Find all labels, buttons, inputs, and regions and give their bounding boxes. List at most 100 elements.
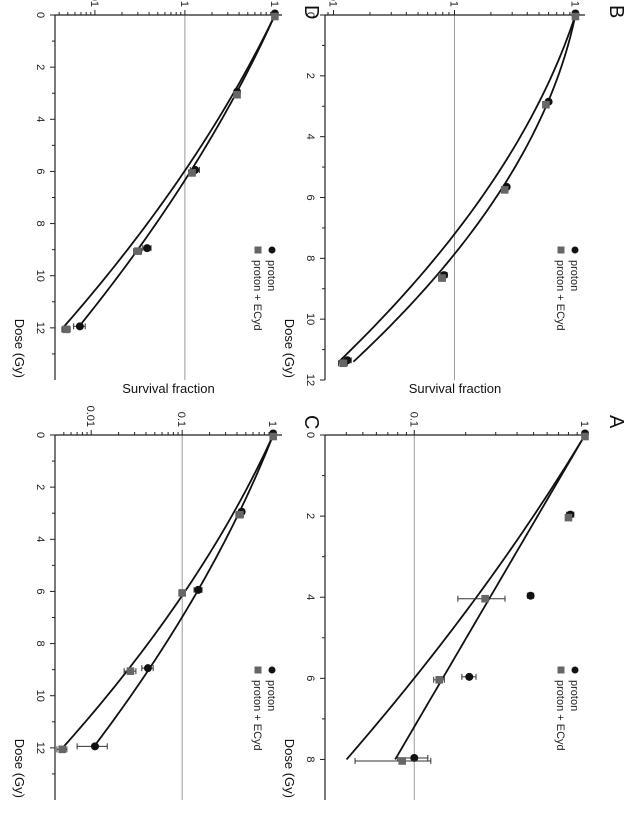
- rotated-figure: A 0 2 4 6 8 1 0.1 Dose (Gy) Survival fraction prot…: [12, 0, 627, 800]
- x-tick-label: 8: [304, 255, 316, 261]
- x-tick-label: 2: [304, 513, 316, 519]
- x-tick-label: 4: [34, 116, 46, 122]
- data-point-proton-ecyd: [233, 91, 241, 99]
- x-tick-label: 4: [304, 134, 316, 140]
- data-point-proton-ecyd: [339, 359, 347, 367]
- x-axis-label: Dose (Gy): [282, 739, 297, 798]
- y-tick-label: 0.01: [327, 0, 339, 7]
- data-point-proton-ecyd: [236, 511, 244, 519]
- x-tick-label: 6: [34, 588, 46, 594]
- data-point-proton-ecyd: [398, 757, 406, 765]
- x-tick-label: 4: [304, 594, 316, 600]
- data-point-proton-ecyd: [572, 13, 580, 21]
- data-point-proton: [527, 592, 535, 600]
- data-point-proton: [143, 244, 151, 252]
- data-point-proton: [91, 742, 99, 750]
- data-point-proton-ecyd: [127, 667, 135, 675]
- data-point-proton-ecyd: [435, 676, 443, 684]
- y-tick-label: 0.1: [407, 412, 419, 427]
- panel-d: D02468101210.10.01Dose (Gy)Survival frac…: [12, 0, 322, 380]
- data-point-proton-ecyd: [481, 595, 489, 603]
- y-axis-label: Survival fraction: [122, 381, 214, 396]
- legend-label-proton: proton: [265, 260, 277, 291]
- fit-curve-proton: [78, 15, 275, 328]
- data-point-proton: [194, 586, 202, 594]
- data-point-proton: [76, 322, 84, 330]
- legend-marker-proton-ecyd: [558, 667, 565, 674]
- data-point-proton-ecyd: [188, 169, 196, 177]
- x-tick-label: 8: [34, 221, 46, 227]
- legend-label-proton-ecyd: proton + ECyd: [251, 680, 263, 751]
- x-tick-label: 8: [304, 756, 316, 762]
- x-tick-label: 0: [304, 432, 316, 438]
- data-point-proton-ecyd: [501, 186, 509, 194]
- data-point-proton-ecyd: [178, 589, 186, 597]
- panel-a: A 0 2 4 6 8 1 0.1 Dose (Gy) Survival fraction prot…: [282, 381, 627, 800]
- data-point-proton-ecyd: [271, 13, 279, 21]
- panel-label-c: C: [300, 415, 322, 429]
- fit-curve-proton-ecyd: [63, 15, 275, 328]
- legend-label-proton: proton: [568, 680, 580, 711]
- legend-marker-proton: [269, 247, 276, 254]
- data-point-proton-ecyd: [269, 433, 277, 441]
- legend-marker-proton: [572, 667, 579, 674]
- fit-curve-proton: [353, 15, 575, 362]
- legend-marker-proton: [572, 247, 579, 254]
- y-tick-label: 1: [266, 421, 278, 427]
- x-tick-label: 10: [304, 313, 316, 325]
- data-point-proton-ecyd: [581, 433, 589, 441]
- x-axis-label: Dose (Gy): [12, 319, 27, 378]
- legend-label-proton: proton: [265, 680, 277, 711]
- y-tick-label: 1: [578, 421, 590, 427]
- x-tick-label: 6: [34, 168, 46, 174]
- data-point-proton-ecyd: [565, 514, 573, 522]
- legend-marker-proton-ecyd: [255, 667, 262, 674]
- data-point-proton: [144, 664, 152, 672]
- x-tick-label: 12: [34, 322, 46, 334]
- x-tick-label: 6: [304, 194, 316, 200]
- fit-curve-proton-ecyd: [339, 15, 576, 362]
- legend-marker-proton: [269, 667, 276, 674]
- y-tick-label: 0.01: [84, 406, 96, 427]
- x-axis-label: Dose (Gy): [282, 319, 297, 378]
- x-tick-label: 12: [34, 742, 46, 754]
- x-tick-label: 12: [304, 374, 316, 386]
- x-tick-label: 8: [34, 641, 46, 647]
- x-tick-label: 10: [34, 690, 46, 702]
- y-tick-label: 0.1: [178, 0, 190, 7]
- x-tick-label: 0: [34, 432, 46, 438]
- legend-label-proton-ecyd: proton + ECyd: [554, 260, 566, 331]
- x-tick-label: 2: [304, 73, 316, 79]
- fit-curve-proton-ecyd: [63, 435, 274, 748]
- y-tick-label: 1: [568, 1, 580, 7]
- fit-curve-proton-ecyd: [347, 435, 585, 759]
- y-tick-label: 0.1: [447, 0, 459, 7]
- data-point-proton-ecyd: [58, 746, 66, 754]
- data-point-proton-ecyd: [134, 247, 142, 255]
- legend-label-proton: proton: [568, 260, 580, 291]
- y-tick-label: 0.1: [175, 412, 187, 427]
- legend-marker-proton-ecyd: [255, 247, 262, 254]
- y-axis-label: Survival fraction: [409, 381, 501, 396]
- x-tick-label: 4: [34, 536, 46, 542]
- data-point-proton-ecyd: [438, 274, 446, 282]
- data-point-proton-ecyd: [542, 101, 550, 109]
- y-tick-label: 0.01: [88, 0, 100, 7]
- panel-b: B02468101210.10.01Dose (Gy)Survival frac…: [282, 0, 627, 386]
- x-axis-label: Dose (Gy): [12, 739, 27, 798]
- panel-label-a: A: [605, 415, 627, 429]
- x-tick-label: 0: [34, 12, 46, 18]
- x-tick-label: 2: [34, 64, 46, 70]
- data-point-proton: [465, 673, 473, 681]
- legend-label-proton-ecyd: proton + ECyd: [251, 260, 263, 331]
- x-tick-label: 2: [34, 484, 46, 490]
- x-tick-label: 10: [34, 270, 46, 282]
- legend-marker-proton-ecyd: [558, 247, 565, 254]
- data-point-proton-ecyd: [62, 326, 70, 334]
- panel-c: C 0 2 4 6 8 10 12 1 0.1 0.01 Dose (Gy) Survival frac…: [12, 381, 322, 800]
- x-tick-label: 6: [304, 675, 316, 681]
- panel-label-b: B: [605, 5, 627, 18]
- legend-label-proton-ecyd: proton + ECyd: [554, 680, 566, 751]
- y-tick-label: 1: [268, 1, 280, 7]
